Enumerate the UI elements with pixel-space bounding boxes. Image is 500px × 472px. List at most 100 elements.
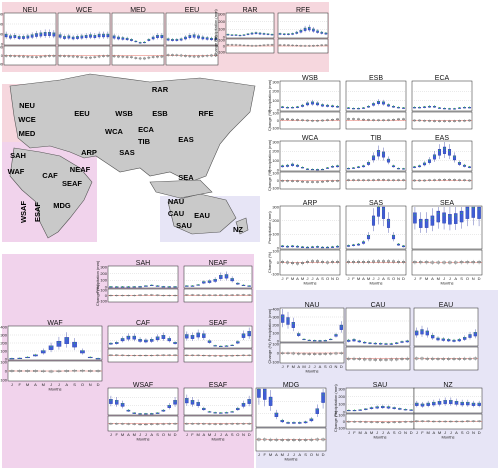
change-box <box>205 55 209 57</box>
change-tick-label: 100 <box>272 170 279 175</box>
change-box <box>471 420 476 422</box>
panel-title: MDG <box>283 382 299 389</box>
change-box <box>35 56 38 58</box>
obs-point <box>353 338 355 340</box>
obs-point <box>413 166 416 168</box>
obs-point <box>139 338 141 341</box>
change-box <box>307 353 311 355</box>
precip-tick-label: 200 <box>272 89 279 94</box>
change-box <box>190 354 195 356</box>
change-box <box>287 44 290 46</box>
change-box <box>364 421 368 423</box>
obs-point <box>231 410 233 412</box>
month-tick-label: D <box>322 452 325 457</box>
change-box <box>48 370 54 373</box>
change-box <box>454 420 459 423</box>
precip-tick-label: 100 <box>0 31 4 36</box>
change-box <box>138 57 142 60</box>
change-box <box>431 357 435 360</box>
change-box <box>120 354 125 356</box>
month-tick-label: O <box>326 276 329 281</box>
change-tick-label: -100 <box>271 271 280 276</box>
map-label-esb: ESB <box>152 109 168 118</box>
month-tick-label: O <box>310 452 313 457</box>
precip-box <box>43 32 47 36</box>
change-box <box>234 44 238 46</box>
obs-point <box>85 34 87 37</box>
obs-point <box>18 36 20 38</box>
change-box <box>150 294 154 296</box>
obs-point <box>53 32 55 34</box>
change-box <box>420 420 425 422</box>
change-tick-label: 100 <box>272 110 279 115</box>
change-box <box>321 260 324 263</box>
change-box <box>436 358 440 360</box>
change-box <box>457 358 461 360</box>
obs-point <box>453 339 455 341</box>
precip-box <box>432 154 437 160</box>
change-box <box>161 294 166 297</box>
obs-point <box>458 107 461 109</box>
month-tick-label: J <box>378 276 380 281</box>
change-box <box>224 423 229 425</box>
panel-esaf: ESAF J F M A M J J A S O N D Months <box>183 380 253 442</box>
month-tick-label: A <box>362 276 365 281</box>
obs-point <box>348 409 350 411</box>
precip-box <box>281 314 285 323</box>
change-tick-label: 0 <box>5 368 8 373</box>
change-box <box>297 352 301 355</box>
obs-point <box>63 36 66 38</box>
obs-point <box>210 37 213 39</box>
precip-box <box>114 400 119 405</box>
precip-axes <box>413 307 479 347</box>
obs-point <box>168 405 170 407</box>
change-box <box>433 120 436 122</box>
map-label-eeu: EEU <box>74 109 89 118</box>
obs-point <box>156 34 159 37</box>
precip-box <box>247 399 251 404</box>
month-tick-label: A <box>298 452 301 457</box>
month-tick-label: A <box>127 432 130 437</box>
obs-point <box>421 329 423 331</box>
change-box <box>392 179 395 181</box>
panel-wca: WCA 300 200 100 0 100 0 -100 Precipitation (mm) C… <box>267 133 341 191</box>
month-tick-label: J <box>287 452 289 457</box>
obs-point <box>474 332 476 334</box>
change-box <box>196 423 200 425</box>
chart-eca: ECA <box>411 75 473 130</box>
change-box <box>236 423 240 425</box>
precip-tick-label: 100 <box>272 232 279 237</box>
month-tick-label: J <box>314 364 316 369</box>
precip-box <box>454 401 459 405</box>
obs-point <box>248 399 250 401</box>
obs-point <box>382 405 384 407</box>
precip-box <box>443 400 447 404</box>
change-box <box>465 261 470 264</box>
obs-point <box>174 341 176 343</box>
obs-point <box>167 38 169 40</box>
change-box <box>389 358 393 361</box>
change-box <box>306 119 309 122</box>
map-label-esaf: ESAF <box>33 202 42 222</box>
month-tick-label: N <box>404 430 407 435</box>
month-tick-label: M <box>121 432 124 437</box>
change-box <box>286 439 290 441</box>
obs-point <box>301 246 304 248</box>
month-tick-label: S <box>387 276 390 281</box>
panel-title: ECA <box>435 75 450 82</box>
change-box <box>303 439 308 441</box>
change-box <box>126 354 131 357</box>
precip-box <box>465 206 470 219</box>
panel-title: ARP <box>303 200 318 207</box>
month-tick-label: M <box>438 430 441 435</box>
precip-axis-label: Precipitation (mm) <box>213 9 218 42</box>
map-land-nz <box>235 217 249 235</box>
change-tick-label: 100 <box>272 248 279 253</box>
month-tick-label: O <box>81 382 84 387</box>
change-box <box>236 354 240 357</box>
precip-tick-label: 0 <box>105 284 108 289</box>
panel-title: SEAF <box>209 320 227 327</box>
